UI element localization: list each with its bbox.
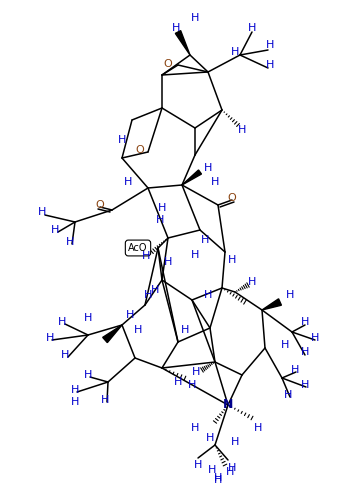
Polygon shape xyxy=(103,325,122,343)
Text: H: H xyxy=(134,325,142,335)
Text: H: H xyxy=(228,255,236,265)
Text: N: N xyxy=(223,398,233,411)
Text: AcO: AcO xyxy=(128,243,148,253)
Text: H: H xyxy=(164,257,172,267)
Text: H: H xyxy=(214,473,222,483)
Text: H: H xyxy=(71,397,79,407)
Text: H: H xyxy=(286,290,294,300)
Polygon shape xyxy=(175,31,190,55)
Text: O: O xyxy=(227,193,236,203)
Text: H: H xyxy=(181,325,189,335)
Text: H: H xyxy=(254,423,262,433)
Text: H: H xyxy=(248,23,256,33)
Text: H: H xyxy=(151,285,159,295)
Text: H: H xyxy=(66,237,74,247)
Text: H: H xyxy=(301,317,309,327)
Text: H: H xyxy=(231,437,239,447)
Text: H: H xyxy=(301,347,309,357)
Text: H: H xyxy=(58,317,66,327)
Text: H: H xyxy=(191,250,199,260)
Text: H: H xyxy=(51,225,59,235)
Text: H: H xyxy=(228,463,236,473)
Text: H: H xyxy=(281,340,289,350)
Text: H: H xyxy=(126,310,134,320)
Text: H: H xyxy=(144,290,152,300)
Text: H: H xyxy=(206,433,214,443)
Text: H: H xyxy=(311,333,319,343)
Text: H: H xyxy=(46,333,54,343)
Text: H: H xyxy=(266,40,274,50)
Text: H: H xyxy=(191,13,199,23)
Text: H: H xyxy=(284,390,292,400)
Text: O: O xyxy=(136,145,144,155)
Text: H: H xyxy=(124,177,132,187)
Text: H: H xyxy=(238,125,246,135)
Text: H: H xyxy=(192,367,200,377)
Text: H: H xyxy=(226,467,234,477)
Text: H: H xyxy=(208,465,216,475)
Text: H: H xyxy=(248,277,256,287)
Text: H: H xyxy=(101,395,109,405)
Text: H: H xyxy=(191,423,199,433)
Text: H: H xyxy=(61,350,69,360)
Text: H: H xyxy=(231,47,239,57)
Text: H: H xyxy=(204,163,212,173)
Text: H: H xyxy=(201,235,209,245)
Text: H: H xyxy=(291,365,299,375)
Text: H: H xyxy=(214,475,222,485)
Text: H: H xyxy=(194,460,202,470)
Text: H: H xyxy=(204,290,212,300)
Polygon shape xyxy=(182,170,201,185)
Text: H: H xyxy=(38,207,46,217)
Text: H: H xyxy=(118,135,126,145)
Text: H: H xyxy=(158,203,166,213)
Text: H: H xyxy=(211,177,219,187)
Text: H: H xyxy=(156,215,164,225)
Text: O: O xyxy=(96,200,104,210)
Text: H: H xyxy=(301,380,309,390)
Text: H: H xyxy=(174,377,182,387)
Text: O: O xyxy=(164,59,172,69)
Text: H: H xyxy=(84,370,92,380)
Text: H: H xyxy=(71,385,79,395)
Polygon shape xyxy=(262,299,281,310)
Text: H: H xyxy=(172,23,180,33)
Text: H: H xyxy=(84,313,92,323)
Text: H: H xyxy=(266,60,274,70)
Text: H: H xyxy=(188,380,196,390)
Text: H: H xyxy=(142,251,150,261)
